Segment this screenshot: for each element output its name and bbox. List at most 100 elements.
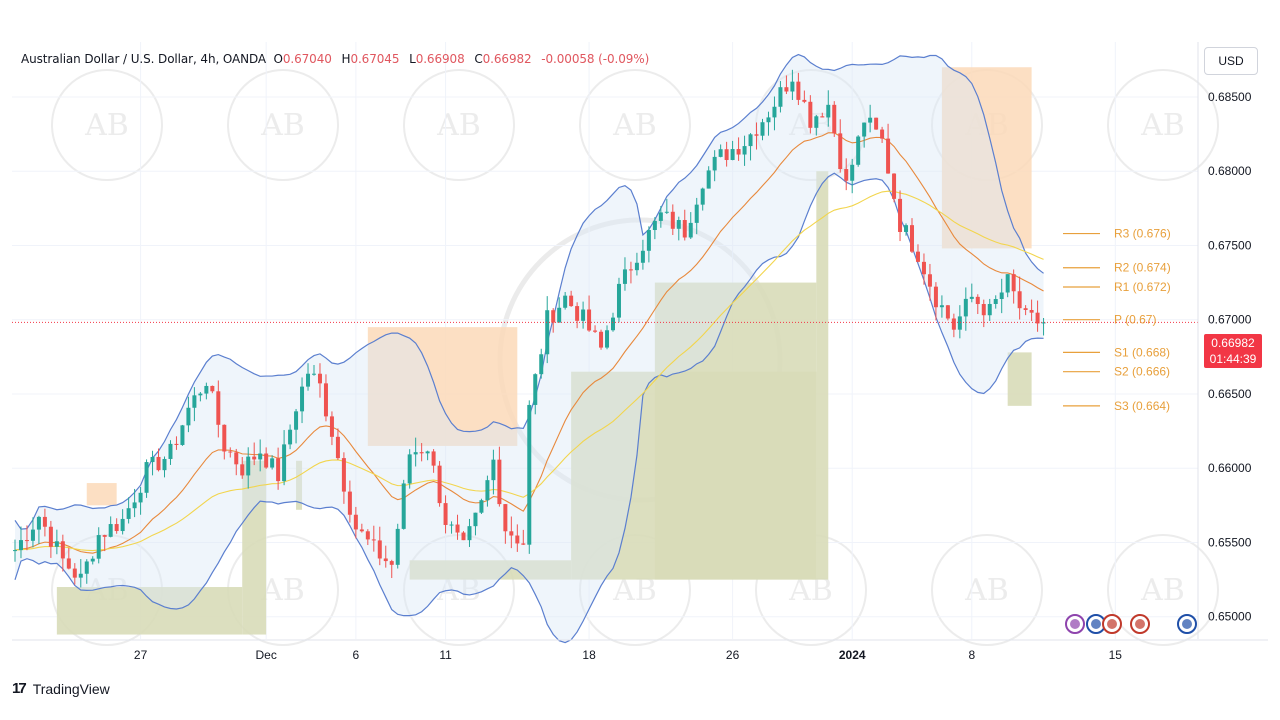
candle-body bbox=[951, 318, 956, 330]
candle-body bbox=[886, 138, 891, 174]
pivot-label: S1 (0.668) bbox=[1114, 345, 1170, 359]
candle-body bbox=[1017, 291, 1022, 309]
watermark-circle bbox=[51, 69, 163, 181]
candle-body bbox=[605, 330, 610, 348]
footer-brand[interactable]: 17 TradingView bbox=[12, 680, 110, 697]
currency-button[interactable]: USD bbox=[1204, 47, 1258, 75]
watermark-mark: AB bbox=[964, 573, 1009, 608]
candle-body bbox=[78, 573, 83, 578]
candle-body bbox=[90, 558, 95, 562]
close-value: 0.66982 bbox=[482, 52, 532, 66]
candle-body bbox=[60, 541, 65, 559]
candle-body bbox=[66, 558, 71, 569]
candle-body bbox=[473, 512, 478, 527]
candle-body bbox=[706, 170, 711, 189]
y-tick-label: 0.67500 bbox=[1208, 238, 1252, 252]
candle-body bbox=[1041, 322, 1046, 324]
y-tick-label: 0.67000 bbox=[1208, 313, 1252, 327]
candle-body bbox=[856, 136, 861, 165]
candle-body bbox=[102, 535, 107, 537]
candle-body bbox=[760, 122, 765, 136]
candle-body bbox=[557, 307, 562, 323]
candle-body bbox=[682, 220, 687, 238]
candle-body bbox=[772, 106, 777, 118]
candle-body bbox=[437, 465, 442, 504]
candle-body bbox=[198, 393, 203, 396]
candle-body bbox=[485, 480, 490, 501]
candle-body bbox=[419, 452, 424, 454]
symbol-title: Australian Dollar / U.S. Dollar, 4h, OAN… bbox=[21, 52, 267, 66]
candle-body bbox=[240, 464, 245, 476]
candle-body bbox=[401, 483, 406, 529]
candle-body bbox=[30, 529, 35, 541]
low-value: 0.66908 bbox=[415, 52, 465, 66]
pivot-label: R3 (0.676) bbox=[1114, 227, 1171, 241]
candle-body bbox=[72, 568, 77, 578]
candle-body bbox=[868, 117, 873, 123]
candle-body bbox=[335, 436, 340, 459]
candle-body bbox=[910, 225, 914, 252]
supply-zone bbox=[941, 67, 1032, 249]
supply-demand-zones bbox=[56, 67, 1032, 635]
economic-events[interactable] bbox=[1065, 614, 1197, 634]
candle-body bbox=[84, 561, 89, 574]
pivot-label: S2 (0.666) bbox=[1114, 365, 1170, 379]
candle-body bbox=[114, 524, 119, 532]
candle-body bbox=[616, 283, 621, 318]
candle-body bbox=[156, 456, 161, 471]
candle-body bbox=[395, 528, 400, 565]
pivot-label: R1 (0.672) bbox=[1114, 280, 1171, 294]
candle-body bbox=[694, 204, 699, 223]
candle-body bbox=[593, 330, 598, 332]
candle-body bbox=[377, 540, 382, 559]
y-tick-label: 0.65000 bbox=[1208, 610, 1252, 624]
candle-body bbox=[108, 524, 113, 537]
y-tick-label: 0.65500 bbox=[1208, 535, 1252, 549]
x-tick-label: 18 bbox=[582, 648, 596, 662]
candle-body bbox=[1005, 274, 1010, 293]
watermark-mark: AB bbox=[612, 108, 657, 143]
change-value: -0.00058 (-0.09%) bbox=[541, 52, 650, 66]
candle-body bbox=[1023, 308, 1028, 310]
candle-body bbox=[216, 391, 221, 425]
candle-body bbox=[832, 104, 837, 134]
candle-body bbox=[688, 222, 693, 238]
candle-body bbox=[575, 306, 580, 321]
candle-body bbox=[969, 296, 974, 299]
candle-body bbox=[138, 492, 143, 503]
candle-body bbox=[204, 385, 209, 394]
time-axis: 27 Dec 6 11 18 26 2024 8 15 bbox=[134, 648, 1122, 662]
candle-body bbox=[658, 212, 663, 221]
candle-body bbox=[599, 331, 604, 348]
candle-body bbox=[347, 491, 352, 515]
candle-body bbox=[999, 292, 1004, 300]
current-price: 0.66982 bbox=[1211, 336, 1255, 350]
price-axis: 0.65000 0.65500 0.66000 0.66500 0.67000 0.675… bbox=[12, 42, 1268, 641]
candle-body bbox=[467, 526, 472, 541]
demand-zone bbox=[1007, 352, 1032, 406]
y-tick-label: 0.66500 bbox=[1208, 387, 1252, 401]
candle-body bbox=[323, 383, 328, 417]
candle-body bbox=[48, 526, 53, 547]
candle-body bbox=[640, 250, 645, 263]
candle-body bbox=[54, 541, 59, 547]
candle-body bbox=[987, 303, 992, 316]
candle-body bbox=[898, 198, 903, 232]
lower-band bbox=[14, 172, 1044, 644]
candle-body bbox=[192, 395, 197, 408]
candle-body bbox=[276, 458, 281, 482]
candle-body bbox=[126, 508, 131, 519]
candle-body bbox=[533, 374, 538, 405]
candle-body bbox=[329, 416, 334, 437]
candle-body bbox=[766, 117, 771, 123]
candle-body bbox=[407, 454, 412, 484]
low-label: L bbox=[409, 52, 416, 66]
candle-body bbox=[365, 531, 370, 540]
candle-body bbox=[652, 220, 657, 231]
candle-body bbox=[186, 407, 191, 426]
candle-body bbox=[252, 456, 257, 460]
candle-body bbox=[228, 451, 233, 453]
candle-body bbox=[927, 274, 932, 287]
candle-body bbox=[353, 514, 358, 530]
